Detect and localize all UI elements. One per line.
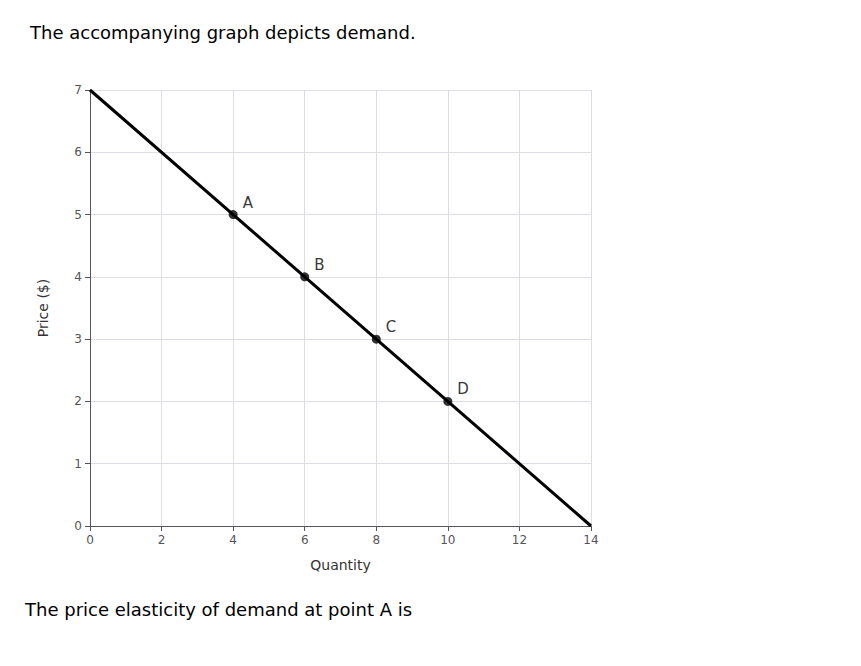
svg-text:7: 7 <box>74 83 82 97</box>
svg-text:10: 10 <box>440 533 455 547</box>
svg-text:2: 2 <box>74 394 82 408</box>
svg-text:2: 2 <box>158 533 166 547</box>
svg-text:The price elasticity of demand: The price elasticity of demand at point … <box>24 599 412 620</box>
svg-text:6: 6 <box>74 145 82 159</box>
svg-text:0: 0 <box>74 519 82 533</box>
svg-text:1: 1 <box>74 457 82 471</box>
svg-text:14: 14 <box>583 533 598 547</box>
svg-text:6: 6 <box>301 533 309 547</box>
svg-text:3: 3 <box>74 332 82 346</box>
svg-text:12: 12 <box>512 533 527 547</box>
svg-text:C: C <box>386 318 396 336</box>
svg-text:A: A <box>243 194 254 212</box>
svg-text:8: 8 <box>372 533 380 547</box>
svg-text:4: 4 <box>74 270 82 284</box>
svg-text:Quantity: Quantity <box>310 557 371 573</box>
svg-text:4: 4 <box>229 533 237 547</box>
svg-text:B: B <box>314 256 324 274</box>
svg-text:The accompanying graph depicts: The accompanying graph depicts demand. <box>29 22 416 43</box>
svg-text:5: 5 <box>74 208 82 222</box>
svg-text:Price ($): Price ($) <box>35 279 51 337</box>
svg-text:0: 0 <box>86 533 94 547</box>
svg-text:D: D <box>457 380 469 398</box>
